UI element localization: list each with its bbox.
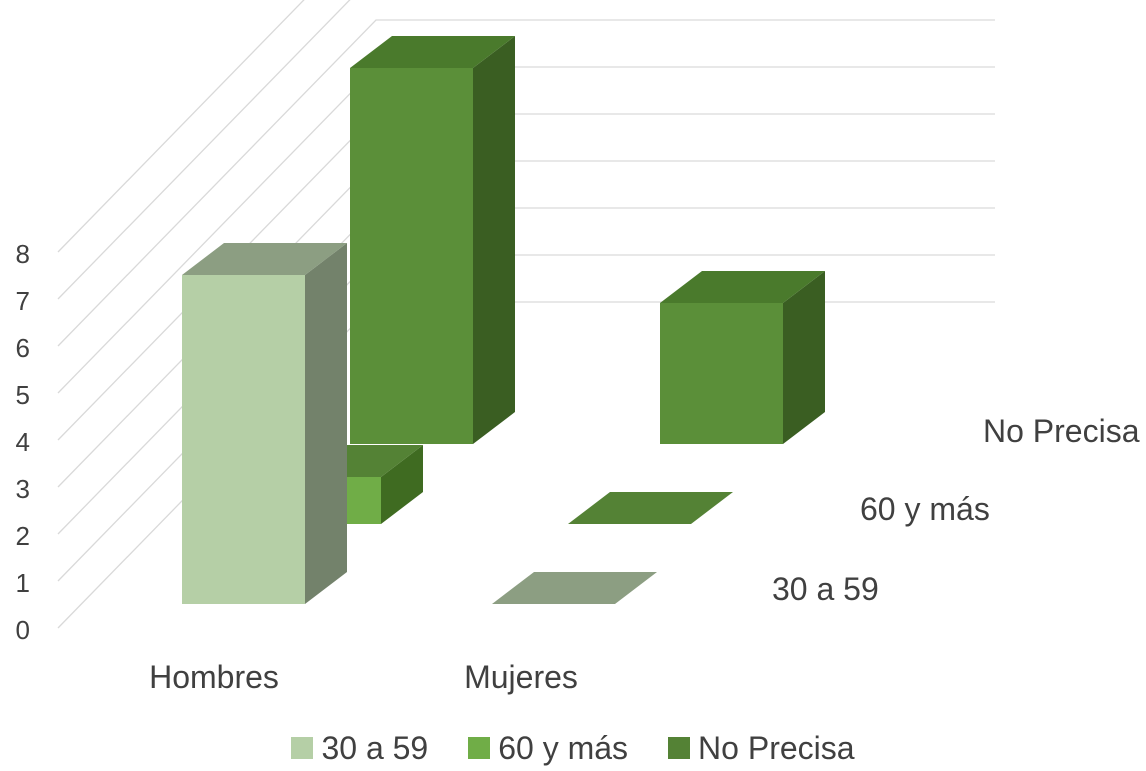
bar-top-bar-No Precisa-Hombres: [350, 36, 515, 68]
y-tick-label: 4: [16, 427, 30, 457]
bar-top-bar-30 a 59-Hombres: [182, 243, 347, 275]
gridline: [57, 19, 995, 347]
y-tick-label: 5: [16, 380, 30, 410]
bar-front-bar-No Precisa-Hombres: [350, 68, 473, 444]
gridline: [57, 0, 305, 253]
bar-front-bar-30 a 59-Hombres: [182, 275, 305, 604]
bar-side-bar-No Precisa-Hombres: [473, 36, 515, 444]
category-label: Hombres: [149, 659, 279, 695]
legend-item-no-precisa: No Precisa: [668, 730, 855, 767]
bar-side-bar-60 y más-Hombres: [381, 445, 423, 524]
legend-swatch-60-y-mas: [468, 737, 491, 759]
y-tick-label: 1: [16, 568, 30, 598]
legend-item-60-y-mas: 60 y más: [468, 730, 628, 767]
y-tick-label: 7: [16, 286, 30, 316]
y-tick-label: 3: [16, 474, 30, 504]
series-depth-label: 60 y más: [860, 491, 990, 527]
bar-top-bar-30 a 59-Mujeres: [492, 572, 657, 604]
y-tick-label: 2: [16, 521, 30, 551]
category-label: Mujeres: [464, 659, 578, 695]
legend-label-60-y-mas: 60 y más: [498, 729, 629, 766]
gridline: [57, 0, 351, 300]
legend-label-30-a-59: 30 a 59: [321, 729, 429, 766]
bar-side-bar-No Precisa-Mujeres: [783, 271, 825, 444]
y-tick-label: 8: [16, 239, 30, 269]
series-depth-label: 30 a 59: [772, 571, 879, 607]
legend-label-no-precisa: No Precisa: [698, 729, 855, 766]
y-tick-label: 0: [16, 615, 30, 645]
bar-front-bar-No Precisa-Mujeres: [660, 303, 783, 444]
bar-side-bar-30 a 59-Hombres: [305, 243, 347, 604]
bar-top-bar-No Precisa-Mujeres: [660, 271, 825, 303]
legend: 30 a 59 60 y más No Precisa: [0, 726, 1146, 770]
legend-swatch-no-precisa: [668, 737, 691, 759]
legend-item-30-a-59: 30 a 59: [291, 730, 428, 767]
y-tick-label: 6: [16, 333, 30, 363]
legend-swatch-30-a-59: [291, 737, 314, 759]
series-depth-label: No Precisa: [983, 413, 1140, 449]
bar-top-bar-60 y más-Mujeres: [568, 492, 733, 524]
